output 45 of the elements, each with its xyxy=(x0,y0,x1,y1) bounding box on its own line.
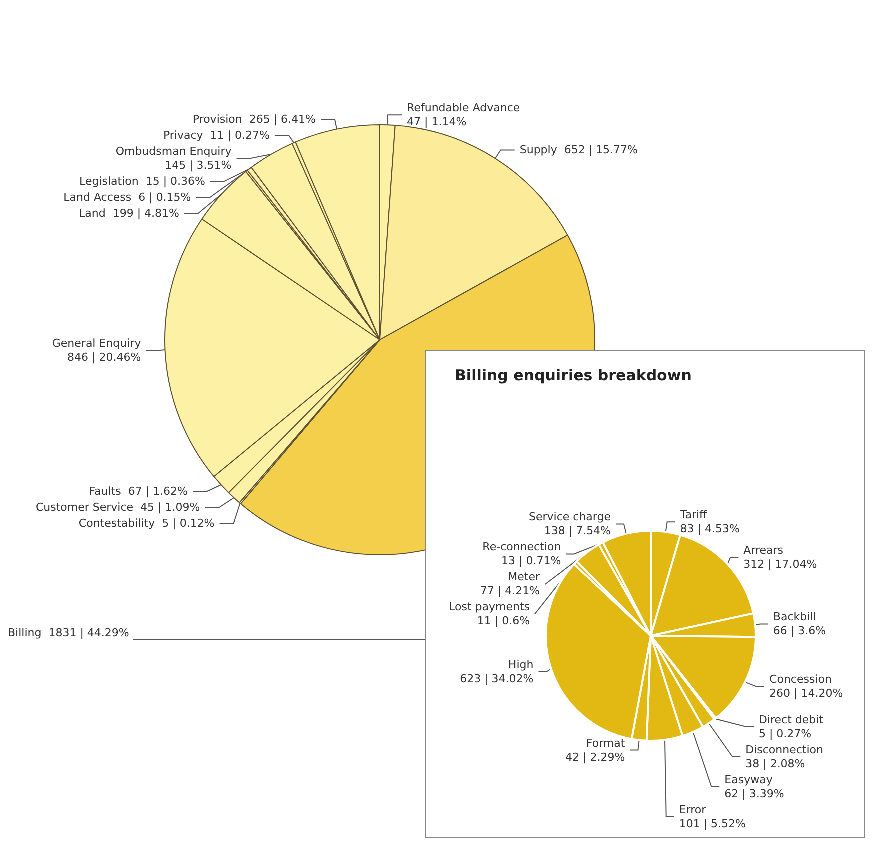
data-label: 846 | 20.46% xyxy=(68,350,142,364)
slice-label: Easyway xyxy=(724,773,774,786)
slice-label: Provision 265 | 6.41% xyxy=(192,113,316,126)
slice-label: Concession xyxy=(770,673,832,686)
slice-label: General Enquiry xyxy=(52,336,142,350)
slice-label: Contestability 5 | 0.12% xyxy=(78,517,215,530)
slice-label: Land Access 6 | 0.15% xyxy=(64,191,192,204)
slice-label: Format xyxy=(586,736,626,750)
data-label: 138 | 7.54% xyxy=(544,524,612,538)
data-label: 47 | 1.14% xyxy=(407,116,467,129)
slice-label: Billing 1831 | 44.29% xyxy=(8,626,130,640)
slice-label: Backbill xyxy=(773,610,816,624)
slice-label: Error xyxy=(679,803,707,816)
slice-label: Re-connection xyxy=(482,540,562,554)
data-label: 145 | 3.51% xyxy=(165,159,232,172)
slice-label: Ombudsman Enquiry xyxy=(116,145,232,158)
data-label: 260 | 14.20% xyxy=(770,687,844,700)
data-label: 312 | 17.04% xyxy=(744,558,818,572)
data-label: 42 | 2.29% xyxy=(566,750,626,764)
slice-label: Refundable Advance xyxy=(407,102,520,115)
slice-label: Legislation 15 | 0.36% xyxy=(80,175,206,188)
slice-label: Direct debit xyxy=(758,713,824,726)
data-label: 5 | 0.27% xyxy=(758,727,812,740)
chart-title: Billing enquiries breakdown xyxy=(455,366,692,384)
data-label: 11 | 0.6% xyxy=(477,614,530,628)
slice-label: Disconnection xyxy=(746,743,824,756)
slice-label: Meter xyxy=(508,570,540,584)
slice-label: Arrears xyxy=(744,544,784,558)
slice-label: Customer Service 45 | 1.09% xyxy=(36,501,200,514)
slice-label: Faults 67 | 1.62% xyxy=(89,485,188,498)
slice-label: Tariff xyxy=(679,508,708,522)
slice-label: Service charge xyxy=(529,510,612,524)
data-label: 101 | 5.52% xyxy=(679,817,746,830)
data-label: 62 | 3.39% xyxy=(724,787,784,800)
slice-label: Land 199 | 4.81% xyxy=(79,207,180,220)
data-label: 13 | 0.71% xyxy=(502,554,562,568)
slice-label: High xyxy=(508,658,534,672)
slice-label: Lost payments xyxy=(449,600,530,614)
slice-label: Privacy 11 | 0.27% xyxy=(163,129,270,142)
slice-label: Supply 652 | 15.77% xyxy=(520,144,638,157)
data-label: 623 | 34.02% xyxy=(460,672,534,686)
data-label: 38 | 2.08% xyxy=(746,757,806,770)
data-label: 66 | 3.6% xyxy=(773,624,826,638)
data-label: 77 | 4.21% xyxy=(480,584,540,598)
data-label: 83 | 4.53% xyxy=(680,522,740,536)
